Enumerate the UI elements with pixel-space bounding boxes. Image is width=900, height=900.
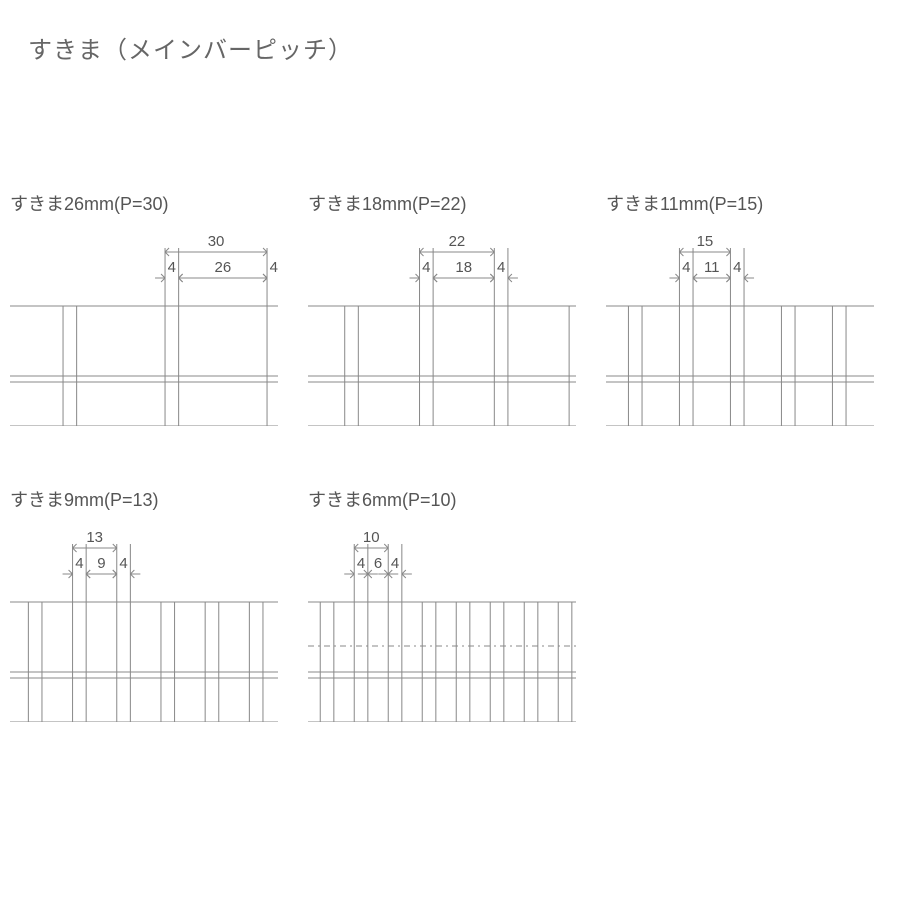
diagram-subtitle: すきま6mm(P=10) xyxy=(308,486,576,512)
svg-text:4: 4 xyxy=(75,555,83,572)
svg-text:6: 6 xyxy=(374,555,382,572)
diagram-cell: すきま26mm(P=30) 30 4 26 4 xyxy=(10,190,278,426)
grating-diagram: 10 464 xyxy=(308,522,576,722)
diagram-cell: すきま9mm(P=13)13494 xyxy=(10,486,278,722)
diagram-cell: すきま18mm(P=22) 22 4 18 4 xyxy=(308,190,576,426)
svg-text:4: 4 xyxy=(119,555,127,572)
diagram-grid: すきま26mm(P=30)304264すきま18mm(P=22)224184すき… xyxy=(10,190,890,722)
grating-diagram: 22 4 18 4 xyxy=(308,226,576,426)
svg-text:11: 11 xyxy=(704,259,720,276)
svg-text:4: 4 xyxy=(357,555,365,572)
svg-text:22: 22 xyxy=(449,233,466,250)
grating-diagram: 15 4 11 4 xyxy=(606,226,874,426)
svg-text:4: 4 xyxy=(682,259,690,276)
svg-text:4: 4 xyxy=(733,259,741,276)
svg-text:9: 9 xyxy=(97,555,105,572)
grating-diagram: 13494 xyxy=(10,522,278,722)
grating-diagram: 30 4 26 4 xyxy=(10,226,278,426)
diagram-cell: すきま11mm(P=15) 15 4 11 4 xyxy=(606,190,874,426)
svg-text:10: 10 xyxy=(363,529,380,546)
diagram-subtitle: すきま26mm(P=30) xyxy=(10,190,278,216)
svg-text:26: 26 xyxy=(214,259,231,276)
page-title: すきま（メインバーピッチ） xyxy=(28,30,353,65)
svg-text:4: 4 xyxy=(270,259,278,276)
svg-text:4: 4 xyxy=(422,259,430,276)
diagram-cell: すきま6mm(P=10) 10 464 xyxy=(308,486,576,722)
diagram-subtitle: すきま11mm(P=15) xyxy=(606,190,874,216)
svg-text:4: 4 xyxy=(497,259,505,276)
svg-text:4: 4 xyxy=(391,555,399,572)
svg-text:15: 15 xyxy=(697,233,714,250)
svg-text:30: 30 xyxy=(208,233,225,250)
svg-text:18: 18 xyxy=(455,259,472,276)
diagram-subtitle: すきま9mm(P=13) xyxy=(10,486,278,512)
diagram-subtitle: すきま18mm(P=22) xyxy=(308,190,576,216)
svg-text:4: 4 xyxy=(168,259,176,276)
svg-text:13: 13 xyxy=(86,529,103,546)
